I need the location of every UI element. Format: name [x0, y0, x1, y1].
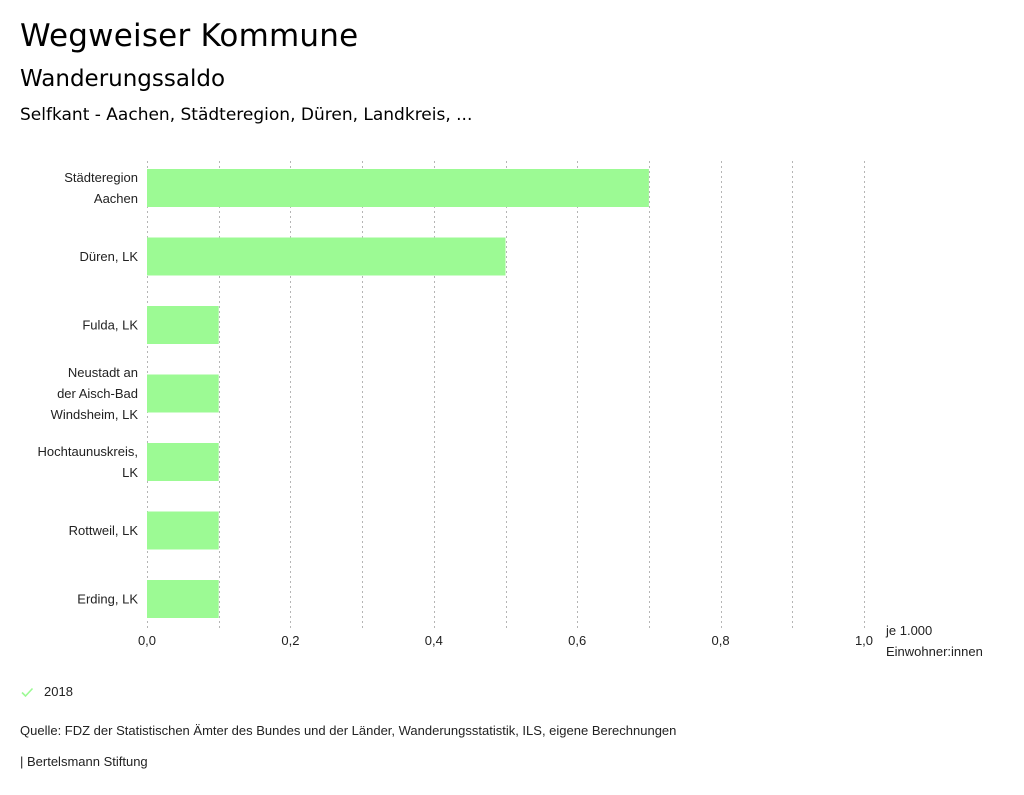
- category-label: Fulda, LK: [82, 318, 138, 333]
- category-label: Hochtaunuskreis,: [38, 444, 138, 459]
- category-label: der Aisch-Bad: [57, 386, 138, 401]
- category-label: Neustadt an: [68, 365, 138, 380]
- bar[interactable]: [147, 237, 506, 276]
- x-tick-labels: 0,0 0,2 0,4 0,6 0,8 1,0: [138, 633, 873, 648]
- x-tick-label: 0,6: [568, 633, 586, 648]
- legend[interactable]: 2018: [20, 684, 73, 699]
- x-axis-unit-line-2: Einwohner:innen: [886, 644, 983, 659]
- bars: [147, 169, 649, 618]
- bar[interactable]: [147, 169, 649, 207]
- x-axis-unit-line-1: je 1.000: [885, 623, 932, 638]
- bar-chart: Städteregion Aachen Düren, LK Fulda, LK Neus…: [38, 161, 983, 659]
- x-tick-label: 0,4: [425, 633, 443, 648]
- source-note: Quelle: FDZ der Statistischen Ämter des …: [20, 723, 677, 738]
- category-label: Windsheim, LK: [51, 407, 139, 422]
- region-selection: Selfkant - Aachen, Städteregion, Düren, …: [20, 105, 473, 125]
- bar[interactable]: [147, 580, 219, 618]
- x-tick-label: 0,0: [138, 633, 156, 648]
- category-labels: Städteregion Aachen Düren, LK Fulda, LK Neus…: [38, 170, 139, 607]
- category-label: Aachen: [94, 191, 138, 206]
- x-tick-label: 1,0: [855, 633, 873, 648]
- bar[interactable]: [147, 443, 219, 481]
- check-icon: [21, 687, 34, 697]
- category-label: LK: [122, 465, 138, 480]
- legend-label-2018: 2018: [44, 684, 73, 699]
- bar[interactable]: [147, 374, 219, 413]
- category-label: Düren, LK: [79, 249, 138, 264]
- credit-note: | Bertelsmann Stiftung: [20, 754, 148, 769]
- gridlines: [147, 161, 865, 628]
- category-label: Erding, LK: [77, 592, 138, 607]
- category-label: Städteregion: [64, 170, 138, 185]
- x-tick-label: 0,8: [712, 633, 730, 648]
- bar[interactable]: [147, 306, 219, 344]
- x-tick-label: 0,2: [281, 633, 299, 648]
- chart-subtitle: Wanderungssaldo: [20, 66, 226, 92]
- category-label: Rottweil, LK: [69, 523, 139, 538]
- bar[interactable]: [147, 511, 219, 550]
- page-title: Wegweiser Kommune: [20, 18, 359, 54]
